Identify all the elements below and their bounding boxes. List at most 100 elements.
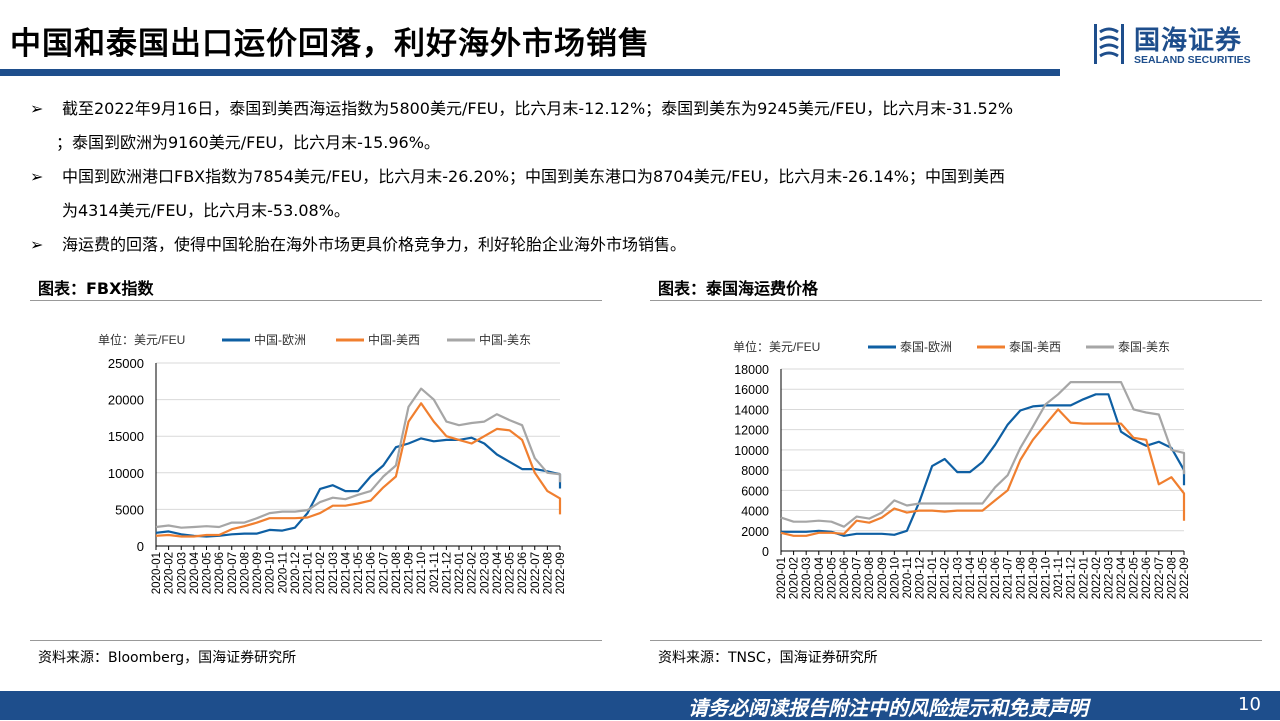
x-tick-label: 2020-12 [290,552,302,594]
x-tick-label: 2021-11 [429,552,441,593]
series-line-3 [780,381,1186,528]
legend-label: 泰国-美西 [1009,340,1061,354]
source-note-thailand: 资料来源：TNSC，国海证券研究所 [658,650,878,666]
x-tick-label: 2020-04 [189,551,201,594]
unit-label: 单位：美元/FEU [733,339,820,354]
x-tick-label: 2020-11 [277,552,289,593]
series-line-1 [781,393,1186,537]
x-tick-label: 2022-09 [1179,557,1191,599]
x-tick-label: 2020-08 [239,552,251,594]
x-tick-label: 2022-02 [1091,557,1103,599]
y-tick-label: 0 [137,539,144,554]
x-tick-label: 2022-05 [505,552,517,594]
y-tick-label: 25000 [108,356,144,371]
chart-title-fbx: 图表：FBX指数 [38,279,154,298]
footer-bar: 请务必阅读报告附注中的风险提示和免责声明 10 [0,691,1280,720]
x-tick-label: 2022-01 [1078,557,1090,599]
legend-label: 中国-欧洲 [254,332,306,347]
bullet-text: 中国到欧洲港口FBX指数为7854美元/FEU，比六月末-26.20%；中国到美… [62,167,1005,186]
logo-text-en: SEALAND SECURITIES [1134,54,1251,66]
x-tick-label: 2021-04 [340,551,352,594]
x-tick-label: 2021-11 [1053,557,1065,598]
x-tick-label: 2020-10 [265,552,277,594]
bullet-text: 截至2022年9月16日，泰国到美西海运指数为5800美元/FEU，比六月末-1… [62,99,1014,118]
x-tick-label: 2020-03 [176,552,188,594]
x-tick-label: 2021-02 [315,552,327,594]
x-tick-label: 2020-01 [151,552,163,594]
x-tick-label: 2021-05 [978,557,990,599]
x-tick-label: 2021-07 [1003,557,1015,599]
x-tick-label: 2020-02 [164,552,176,594]
x-tick-label: 2022-04 [492,551,504,594]
x-tick-label: 2020-05 [826,557,838,599]
x-tick-label: 2021-03 [952,557,964,599]
divider [30,300,602,301]
x-tick-label: 2021-12 [441,552,453,594]
series-line-2 [155,402,562,538]
page-title: 中国和泰国出口运价回落，利好海外市场销售 [10,26,650,62]
x-tick-label: 2022-07 [530,552,542,594]
x-tick-label: 2020-09 [877,557,889,599]
x-tick-label: 2020-01 [776,557,788,599]
x-tick-label: 2021-10 [1040,557,1052,599]
y-tick-label: 14000 [734,403,769,417]
x-tick-label: 2021-10 [416,552,428,594]
source-note-fbx: 资料来源：Bloomberg，国海证券研究所 [38,650,297,666]
x-tick-label: 2021-01 [303,552,315,594]
y-tick-label: 8000 [741,464,769,478]
x-tick-label: 2022-01 [454,552,466,594]
x-tick-label: 2020-03 [801,557,813,599]
x-tick-label: 2021-07 [378,552,390,594]
y-tick-label: 2000 [741,525,769,539]
arrow-right-icon: ➢ [30,167,44,186]
chart-title-thailand: 图表：泰国海运费价格 [658,279,819,298]
x-tick-label: 2021-01 [927,557,939,599]
unit-label: 单位：美元/FEU [98,332,185,347]
bullet-item: ➢ 截至2022年9月16日，泰国到美西海运指数为5800美元/FEU，比六月末… [30,92,1260,160]
x-tick-label: 2022-06 [517,552,529,594]
legend-label: 中国-美西 [368,332,420,347]
arrow-right-icon: ➢ [30,99,44,118]
legend-label: 泰国-美东 [1118,340,1170,354]
bullet-text: 海运费的回落，使得中国轮胎在海外市场更具价格竞争力，利好轮胎企业海外市场销售。 [62,235,687,254]
logo-text-cn: 国海证券 [1134,26,1243,56]
arrow-right-icon: ➢ [30,235,44,254]
x-tick-label: 2022-08 [1166,557,1178,599]
x-tick-label: 2021-06 [366,552,378,594]
divider [30,640,602,641]
x-tick-label: 2020-09 [252,552,264,594]
y-tick-label: 12000 [734,424,769,438]
x-tick-label: 2022-04 [1116,556,1128,599]
x-tick-label: 2021-03 [328,552,340,594]
x-tick-label: 2022-03 [1103,557,1115,599]
x-tick-label: 2022-07 [1154,557,1166,599]
disclaimer-note: 请务必阅读报告附注中的风险提示和免责声明 [688,696,1088,720]
x-tick-label: 2020-04 [814,556,826,599]
legend-label: 泰国-欧洲 [900,340,952,354]
x-tick-label: 2020-02 [789,557,801,599]
y-tick-label: 20000 [108,393,144,408]
y-tick-label: 5000 [115,502,144,517]
x-tick-label: 2020-07 [852,557,864,599]
series-line-3 [155,387,562,529]
x-tick-label: 2022-06 [1141,557,1153,599]
x-tick-label: 2021-06 [990,557,1002,599]
x-tick-label: 2021-04 [965,556,977,599]
x-tick-label: 2020-11 [902,557,914,598]
company-logo: 国海证券 SEALAND SECURITIES [1092,20,1272,70]
x-tick-label: 2021-09 [1028,557,1040,599]
x-tick-label: 2022-05 [1129,557,1141,599]
divider [650,640,1262,641]
x-tick-label: 2021-02 [940,557,952,599]
sealand-logo-icon [1094,24,1124,64]
x-tick-label: 2020-05 [202,552,214,594]
y-tick-label: 16000 [734,383,769,397]
y-tick-label: 6000 [741,484,769,498]
x-tick-label: 2022-03 [479,552,491,594]
x-tick-label: 2021-12 [1066,557,1078,599]
x-tick-label: 2021-08 [1015,557,1027,599]
y-tick-label: 10000 [734,444,769,458]
x-tick-label: 2020-06 [214,552,226,594]
y-tick-label: 0 [762,545,769,559]
bullet-text-cont: 为4314美元/FEU，比六月末-53.08%。 [62,201,350,220]
